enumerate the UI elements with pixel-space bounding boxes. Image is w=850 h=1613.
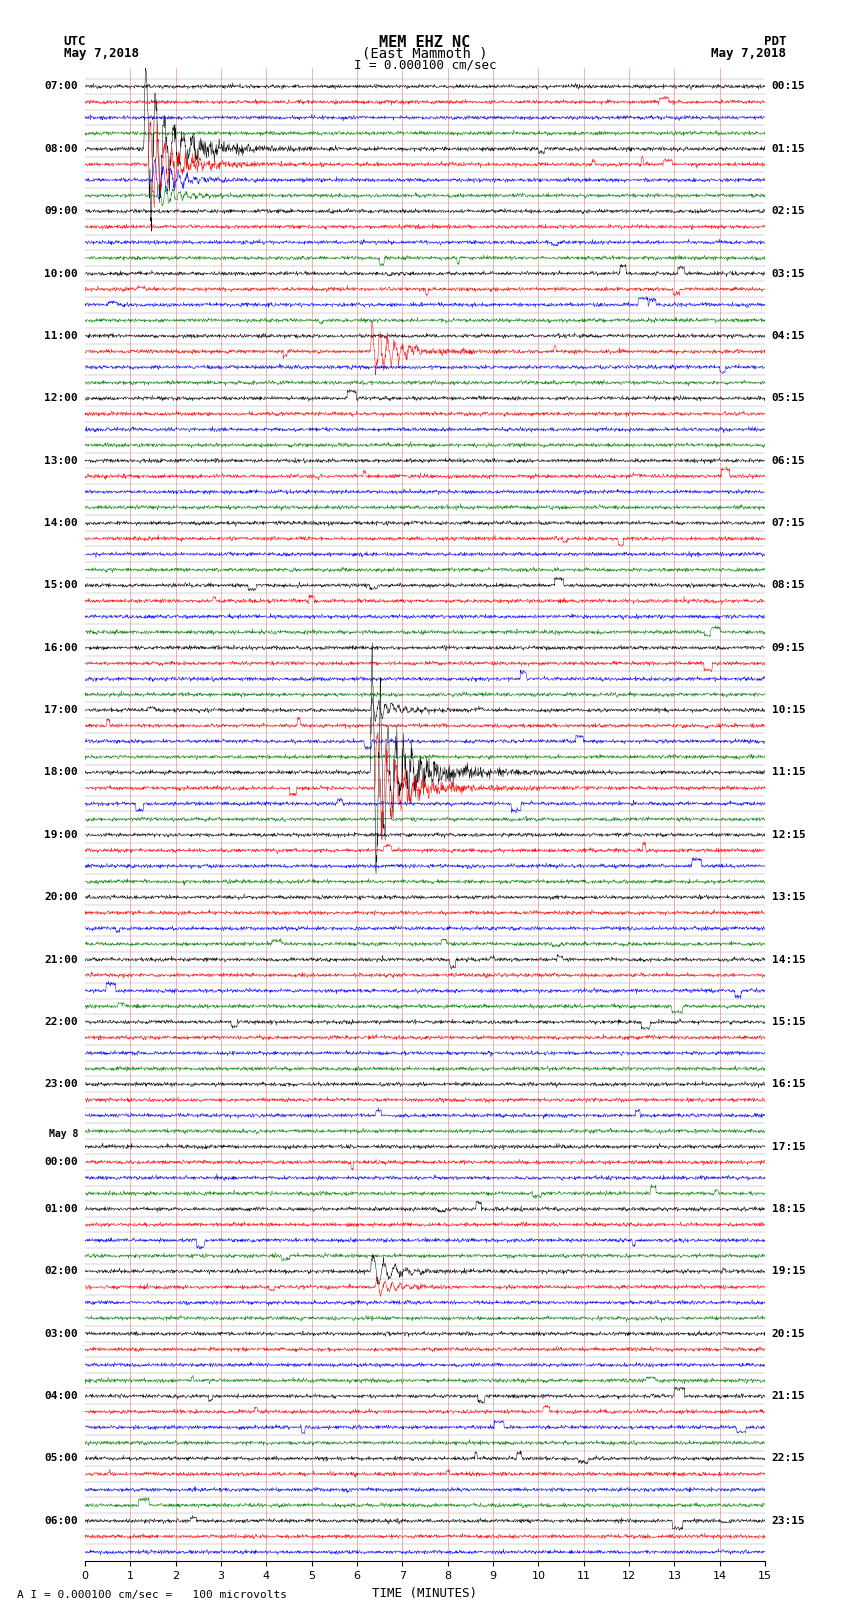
Text: MEM EHZ NC: MEM EHZ NC — [379, 35, 471, 50]
Text: 04:00: 04:00 — [44, 1390, 78, 1402]
Text: May 7,2018: May 7,2018 — [711, 47, 786, 60]
Text: May 8: May 8 — [48, 1129, 78, 1139]
Text: 05:15: 05:15 — [772, 394, 806, 403]
Text: 15:00: 15:00 — [44, 581, 78, 590]
Text: UTC: UTC — [64, 35, 86, 48]
Text: (East Mammoth ): (East Mammoth ) — [362, 47, 488, 61]
Text: 21:00: 21:00 — [44, 955, 78, 965]
Text: 16:00: 16:00 — [44, 642, 78, 653]
Text: I = 0.000100 cm/sec: I = 0.000100 cm/sec — [354, 58, 496, 71]
Text: 13:15: 13:15 — [772, 892, 806, 902]
Text: 06:15: 06:15 — [772, 455, 806, 466]
Text: A I = 0.000100 cm/sec =   100 microvolts: A I = 0.000100 cm/sec = 100 microvolts — [17, 1590, 287, 1600]
Text: 11:00: 11:00 — [44, 331, 78, 340]
Text: 14:00: 14:00 — [44, 518, 78, 527]
Text: 10:15: 10:15 — [772, 705, 806, 715]
Text: 04:15: 04:15 — [772, 331, 806, 340]
Text: 01:00: 01:00 — [44, 1203, 78, 1215]
Text: 00:00: 00:00 — [44, 1157, 78, 1168]
Text: 05:00: 05:00 — [44, 1453, 78, 1463]
Text: 20:00: 20:00 — [44, 892, 78, 902]
Text: 22:00: 22:00 — [44, 1016, 78, 1027]
Text: 09:15: 09:15 — [772, 642, 806, 653]
Text: 19:00: 19:00 — [44, 829, 78, 840]
Text: 18:15: 18:15 — [772, 1203, 806, 1215]
Text: 18:00: 18:00 — [44, 768, 78, 777]
Text: 12:15: 12:15 — [772, 829, 806, 840]
Text: 21:15: 21:15 — [772, 1390, 806, 1402]
Text: 22:15: 22:15 — [772, 1453, 806, 1463]
Text: 17:00: 17:00 — [44, 705, 78, 715]
Text: 02:00: 02:00 — [44, 1266, 78, 1276]
Text: May 7,2018: May 7,2018 — [64, 47, 139, 60]
Text: 10:00: 10:00 — [44, 268, 78, 279]
Text: 08:15: 08:15 — [772, 581, 806, 590]
Text: 17:15: 17:15 — [772, 1142, 806, 1152]
Text: PDT: PDT — [764, 35, 786, 48]
Text: 07:15: 07:15 — [772, 518, 806, 527]
Text: 20:15: 20:15 — [772, 1329, 806, 1339]
Text: 13:00: 13:00 — [44, 455, 78, 466]
Text: 03:00: 03:00 — [44, 1329, 78, 1339]
Text: 00:15: 00:15 — [772, 81, 806, 92]
Text: 12:00: 12:00 — [44, 394, 78, 403]
Text: 16:15: 16:15 — [772, 1079, 806, 1089]
Text: 06:00: 06:00 — [44, 1516, 78, 1526]
Text: 19:15: 19:15 — [772, 1266, 806, 1276]
Text: 23:00: 23:00 — [44, 1079, 78, 1089]
Text: 09:00: 09:00 — [44, 206, 78, 216]
Text: 15:15: 15:15 — [772, 1016, 806, 1027]
Text: 08:00: 08:00 — [44, 144, 78, 153]
Text: 11:15: 11:15 — [772, 768, 806, 777]
Text: 23:15: 23:15 — [772, 1516, 806, 1526]
X-axis label: TIME (MINUTES): TIME (MINUTES) — [372, 1587, 478, 1600]
Text: 01:15: 01:15 — [772, 144, 806, 153]
Text: 02:15: 02:15 — [772, 206, 806, 216]
Text: 14:15: 14:15 — [772, 955, 806, 965]
Text: 03:15: 03:15 — [772, 268, 806, 279]
Text: 07:00: 07:00 — [44, 81, 78, 92]
